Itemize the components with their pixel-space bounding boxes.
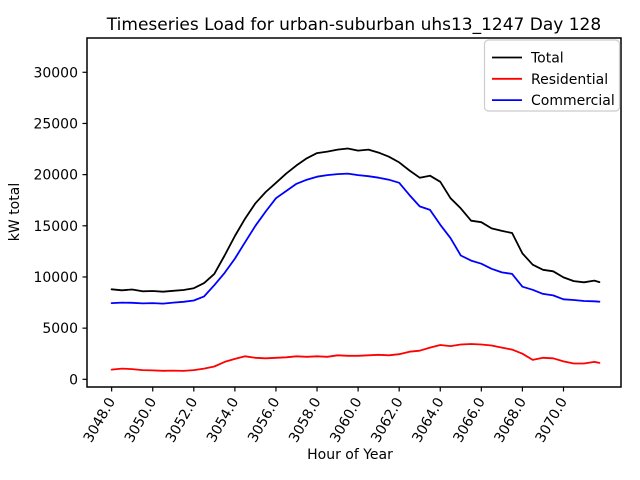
x-axis-ticks: 3048.0 3050.0 3052.0 3054.0 3056.0 3058.0 3060… [81,387,571,445]
legend: Total Residential Commercial [483,39,621,112]
y-tick-label: 20000 [33,168,78,184]
series-line-commercial [110,172,601,305]
x-axis-label: Hour of Year [307,447,393,463]
x-tick-label: 3050.0 [122,395,160,445]
y-axis-label: kW total [7,183,23,241]
legend-label-commercial: Commercial [531,93,615,109]
series-line-total [110,147,601,293]
y-tick-label: 5000 [42,321,78,337]
x-tick-label: 3054.0 [204,395,242,445]
series-lines [110,147,601,372]
y-tick-label: 25000 [33,116,78,132]
x-tick-label: 3056.0 [245,395,283,445]
y-axis-ticks: 0 5000 10000 15000 20000 25000 30000 [33,65,87,388]
chart-title: Timeseries Load for urban-suburban uhs13… [106,15,601,35]
x-tick-label: 3070.0 [533,395,571,445]
x-tick-label: 3062.0 [368,395,406,445]
x-tick-label: 3058.0 [286,395,324,445]
x-tick-label: 3064.0 [409,395,447,445]
x-tick-label: 3048.0 [81,395,119,445]
legend-label-residential: Residential [531,72,608,88]
legend-label-total: Total [530,51,564,67]
x-tick-label: 3068.0 [492,395,530,445]
x-tick-label: 3066.0 [450,395,488,445]
series-line-residential [110,343,601,372]
y-tick-label: 30000 [33,65,78,81]
y-tick-label: 10000 [33,270,78,286]
plot-area [86,37,622,388]
y-tick-label: 15000 [33,219,78,235]
x-tick-label: 3052.0 [163,395,201,445]
y-tick-label: 0 [69,372,78,388]
x-tick-label: 3060.0 [327,395,365,445]
